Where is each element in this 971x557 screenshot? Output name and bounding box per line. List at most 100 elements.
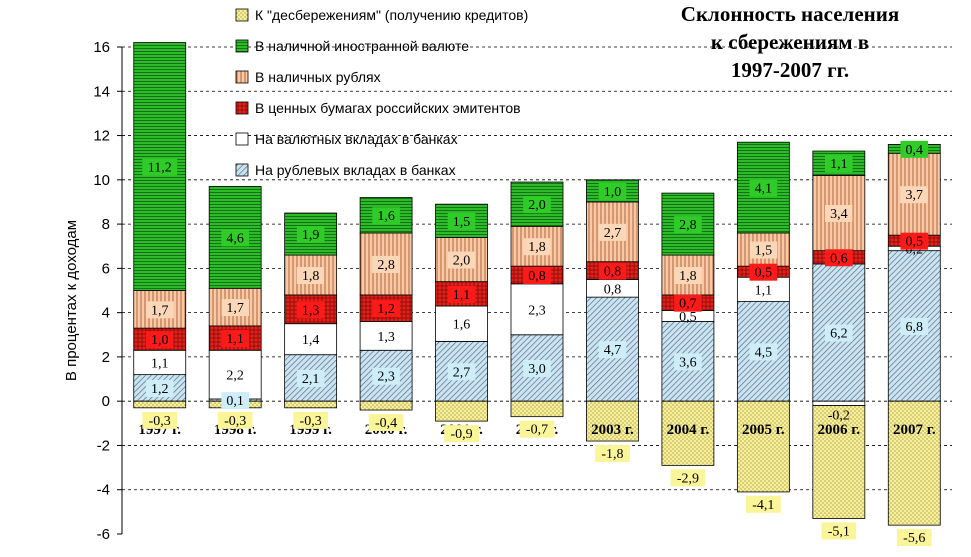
data-label-background <box>447 285 476 303</box>
data-label: 1,3 <box>302 303 320 318</box>
data-label: 1,2 <box>377 302 395 317</box>
data-label: 4,5 <box>755 345 773 360</box>
data-label-background <box>296 301 325 319</box>
data-label-background <box>523 238 551 256</box>
data-label: 0,8 <box>528 269 546 284</box>
data-label-background <box>749 241 778 259</box>
data-label: 4,7 <box>604 343 622 358</box>
data-label: -0,4 <box>375 416 397 431</box>
legend-swatch <box>235 8 249 22</box>
data-label: 4,6 <box>226 231 244 246</box>
x-tick-label: 2003 г. <box>591 422 634 438</box>
data-label: -2,9 <box>677 471 699 486</box>
bar-segment <box>133 400 187 409</box>
data-label-background <box>145 331 174 349</box>
legend: К "десбережениям" (получению кредитов) В … <box>235 7 528 178</box>
data-label-background <box>221 229 249 247</box>
y-tick-label: 10 <box>93 172 110 189</box>
data-label: 1,7 <box>226 301 244 316</box>
y-tick-label: -2 <box>97 437 110 454</box>
data-label: 0,7 <box>679 297 697 312</box>
bar-segment <box>887 400 941 526</box>
data-label: 2,2 <box>226 369 244 384</box>
data-label: 1,1 <box>226 332 244 347</box>
data-label-background <box>142 411 178 429</box>
data-label-background <box>444 425 479 443</box>
data-label-background <box>221 392 249 410</box>
data-label: 2,3 <box>377 370 395 385</box>
data-label: 2,3 <box>528 303 546 318</box>
data-label: 2,8 <box>377 258 395 273</box>
bar-segment <box>510 283 564 336</box>
data-label: -0,3 <box>149 414 171 429</box>
legend-entry: В наличной иностранной валюте <box>255 38 469 54</box>
data-label: 3,6 <box>679 355 697 370</box>
data-label-background <box>900 232 929 250</box>
bar-segment <box>435 305 488 342</box>
data-label-background <box>296 226 325 244</box>
data-label-background <box>523 267 551 285</box>
data-label-background <box>372 207 400 225</box>
data-label: -0,3 <box>224 414 246 429</box>
bar-segment <box>736 400 790 493</box>
data-label-background <box>523 196 551 214</box>
data-label: 1,5 <box>453 215 471 230</box>
legend-swatch <box>235 163 249 177</box>
data-label-background <box>145 301 174 319</box>
data-label: -4,1 <box>752 498 774 513</box>
data-label: 1,1 <box>151 356 169 371</box>
legend-entry: В наличных рублях <box>255 69 381 85</box>
data-label-background <box>519 420 555 438</box>
y-tick-label: 12 <box>93 128 110 145</box>
x-tick-label: 2004 г. <box>667 422 710 438</box>
data-label-background <box>523 359 551 377</box>
data-label: 1,6 <box>377 209 395 224</box>
y-tick-label: 8 <box>102 216 110 233</box>
data-label-background <box>900 140 929 158</box>
data-label: 0,5 <box>679 310 697 325</box>
y-tick-label: 0 <box>102 393 110 410</box>
data-label: 1,0 <box>604 185 622 200</box>
bar-segment <box>510 400 564 418</box>
data-label-background <box>896 529 932 547</box>
chart-title-line: к сбережениям в <box>711 30 869 54</box>
data-label: 3,0 <box>528 362 546 377</box>
data-label-background <box>825 155 853 173</box>
y-tick-label: 16 <box>93 39 110 56</box>
data-label-background <box>670 469 706 487</box>
data-label: 6,2 <box>830 327 848 342</box>
data-label: 1,1 <box>453 288 471 303</box>
data-label: 1,5 <box>755 244 773 259</box>
data-label-background <box>674 267 702 285</box>
data-label: 2,7 <box>604 226 622 241</box>
data-label-background <box>598 341 627 359</box>
data-label: 1,2 <box>151 382 169 397</box>
data-label-background <box>221 299 249 317</box>
y-tick-label: 14 <box>93 83 110 100</box>
data-label-background <box>749 263 778 281</box>
data-label-background <box>447 363 476 381</box>
data-label-background <box>674 353 702 371</box>
data-label-background <box>372 255 400 273</box>
data-label: -0,2 <box>828 409 850 424</box>
data-label: 1,3 <box>377 330 395 345</box>
data-label: 1,7 <box>151 303 169 318</box>
data-label-background <box>296 267 325 285</box>
data-label: 1,8 <box>302 269 320 284</box>
data-label: -1,8 <box>601 447 623 462</box>
data-label: 0,5 <box>906 235 924 250</box>
chart-title: Склонность населения к сбережениям в 1997-… <box>681 2 899 82</box>
data-label-background <box>368 414 404 432</box>
data-label: 2,7 <box>453 365 471 380</box>
y-axis-label: В процентах к доходам <box>63 220 80 381</box>
y-tick-label: 4 <box>102 305 110 322</box>
data-label-background <box>142 158 178 176</box>
data-label-background <box>825 249 853 267</box>
data-label-background <box>447 212 476 230</box>
data-label: 2,0 <box>528 198 546 213</box>
data-label-background <box>293 411 329 429</box>
data-label: 1,0 <box>151 333 169 348</box>
data-label-background <box>598 223 627 241</box>
data-label: 1,1 <box>755 283 773 298</box>
